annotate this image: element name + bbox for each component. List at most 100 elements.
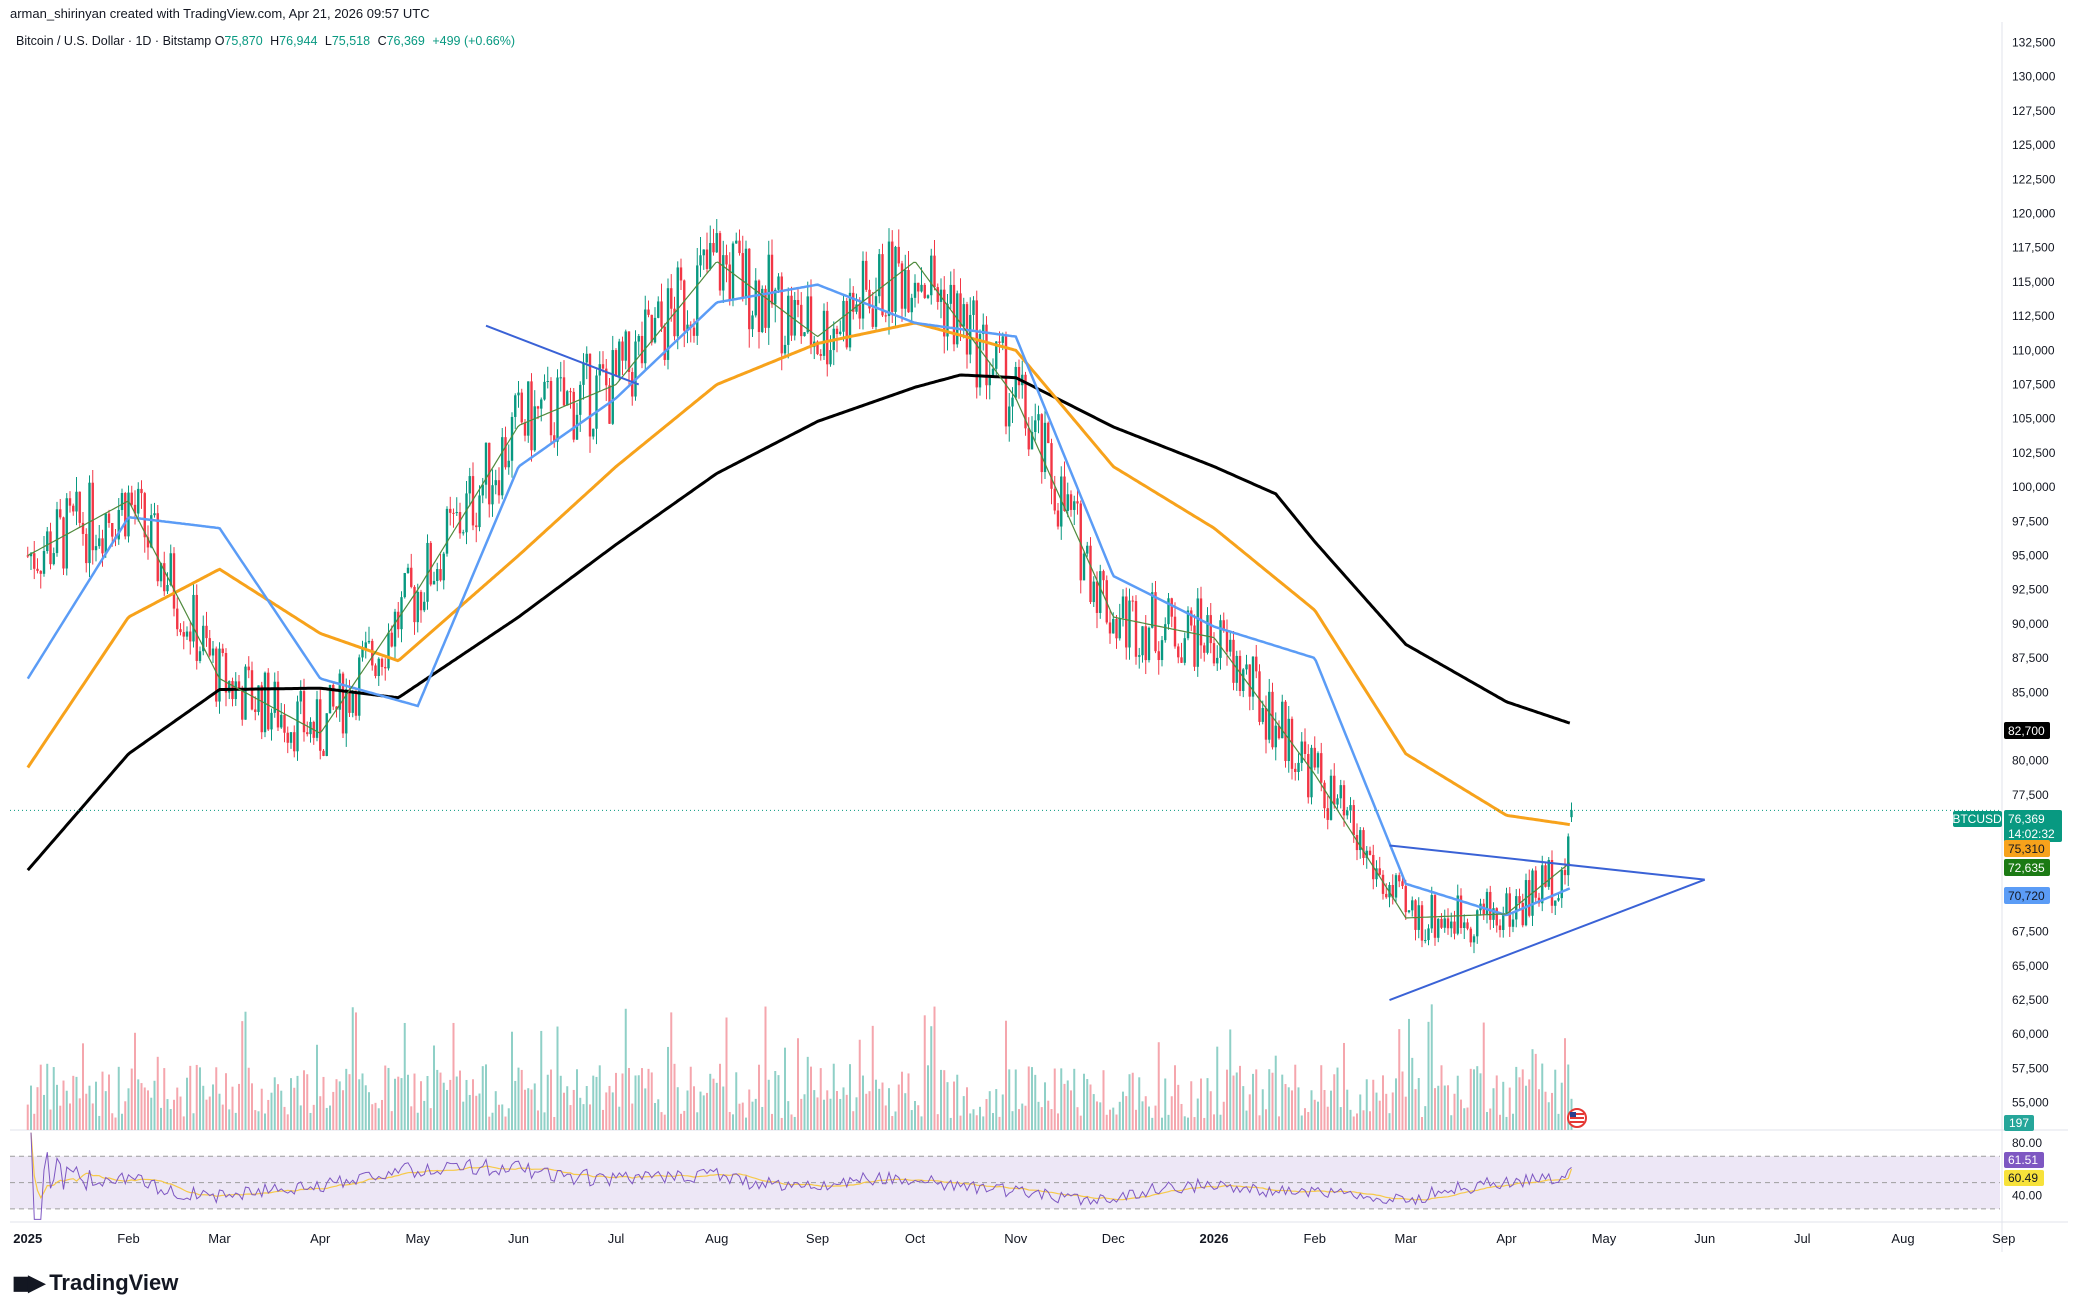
volume-bar: [585, 1086, 588, 1130]
tradingview-brand[interactable]: ◼▶ TradingView: [12, 1270, 178, 1296]
candle-body: [1186, 610, 1190, 639]
volume-bar: [1443, 1085, 1446, 1130]
volume-bar: [387, 1067, 390, 1130]
volume-bar: [1255, 1069, 1258, 1130]
volume-bar: [897, 1084, 900, 1130]
volume-bar: [1372, 1079, 1375, 1130]
candle-body: [1313, 747, 1316, 768]
volume-bars: [26, 1004, 1573, 1130]
candle-body: [1011, 397, 1014, 407]
volume-bar: [901, 1071, 903, 1130]
volume-bar: [832, 1063, 835, 1130]
candle-body: [533, 406, 536, 451]
candle-body: [465, 493, 468, 533]
candle-body: [874, 296, 878, 327]
volume-bar: [75, 1076, 78, 1130]
candle-body: [429, 542, 432, 585]
candle-body: [218, 648, 221, 702]
candle-body: [1004, 336, 1008, 427]
rsi-tick: 80.00: [2012, 1136, 2042, 1150]
candle-body: [1128, 600, 1131, 648]
us-flag-icon[interactable]: [1567, 1108, 1587, 1128]
volume-bar: [215, 1067, 218, 1130]
price-tick: 122,500: [2012, 172, 2056, 186]
volume-bar: [104, 1091, 107, 1130]
candle-body: [527, 381, 530, 436]
volume-bar: [982, 1116, 985, 1130]
volume-bar: [1053, 1068, 1056, 1130]
candle-body: [702, 249, 705, 256]
volume-bar: [650, 1072, 653, 1130]
symbol-legend[interactable]: Bitcoin / U.S. Dollar · 1D · Bitstamp O7…: [16, 34, 515, 48]
candle-body: [614, 350, 618, 376]
volume-bar: [1499, 1114, 1501, 1130]
volume-bar: [787, 1101, 790, 1130]
volume-bar: [1547, 1102, 1550, 1130]
volume-bar: [933, 1006, 936, 1130]
volume-bar: [611, 1092, 614, 1130]
volume-bar: [426, 1076, 429, 1130]
volume-bar: [771, 1113, 773, 1130]
volume-bar: [1417, 1078, 1420, 1130]
candle-body: [1177, 646, 1180, 658]
volume-bar: [793, 1116, 796, 1130]
candle-body: [501, 437, 504, 496]
trendlines[interactable]: [485, 324, 1706, 1001]
candle-body: [1076, 501, 1079, 504]
symbol-name[interactable]: Bitcoin / U.S. Dollar · 1D · Bitstamp: [16, 34, 212, 48]
volume-bar: [1284, 1084, 1287, 1130]
volume-bar: [1531, 1049, 1534, 1130]
volume-bar: [1463, 1108, 1466, 1130]
volume-bar: [143, 1087, 146, 1130]
volume-bar: [800, 1098, 803, 1130]
volume-bar: [722, 1086, 725, 1130]
candle-body: [159, 563, 163, 582]
volume-bar: [208, 1096, 211, 1130]
volume-bar: [1375, 1092, 1378, 1130]
volume-bar: [761, 1106, 764, 1130]
candle-body: [774, 289, 777, 305]
candle-body: [982, 324, 985, 335]
candle-body: [59, 509, 62, 518]
candle-body: [1196, 598, 1199, 667]
volume-bar: [1317, 1101, 1319, 1130]
candle-body: [995, 341, 998, 369]
candle-body: [923, 284, 926, 298]
candle-body: [348, 689, 351, 713]
candle-body: [627, 331, 631, 372]
volume-bar: [1307, 1112, 1310, 1130]
volume-bar: [517, 1067, 520, 1130]
volume-bar: [826, 1090, 829, 1130]
candle-body: [263, 672, 267, 733]
candle-body: [1300, 741, 1303, 763]
volume-bar: [127, 1088, 130, 1130]
candle-body: [835, 328, 839, 335]
volume-bar: [631, 1103, 634, 1130]
time-axis[interactable]: 2025 Feb Mar Apr May Jun Jul Aug Sep Oct Nov Dec 202…: [13, 1231, 2015, 1246]
volume-bar: [1096, 1101, 1098, 1130]
candle-body: [816, 341, 819, 355]
candle-body: [215, 648, 218, 702]
candle-body: [462, 532, 465, 534]
volume-bar: [1476, 1066, 1479, 1130]
volume-bar: [384, 1065, 387, 1130]
volume-bar: [563, 1092, 565, 1130]
sma20-value: 72,635: [2008, 861, 2045, 875]
volume-bar: [1528, 1079, 1531, 1130]
volume-bar: [1248, 1094, 1251, 1130]
price-axis[interactable]: 132,500 130,000 127,500 125,000 122,500 120,0…: [2012, 36, 2056, 1110]
candle-body: [741, 253, 744, 298]
volume-bar: [637, 1075, 640, 1130]
candle-body: [1229, 639, 1232, 652]
volume-bar: [1398, 1029, 1401, 1130]
volume-bar: [1534, 1053, 1537, 1130]
candle-body: [1056, 510, 1060, 527]
volume-bar: [556, 1026, 559, 1130]
candle-body: [33, 553, 36, 569]
candle-body: [410, 567, 413, 587]
candle-body: [1456, 895, 1459, 934]
price-tick: 57,500: [2012, 1061, 2049, 1075]
candle-body: [683, 280, 686, 331]
candle-body: [1014, 366, 1017, 398]
